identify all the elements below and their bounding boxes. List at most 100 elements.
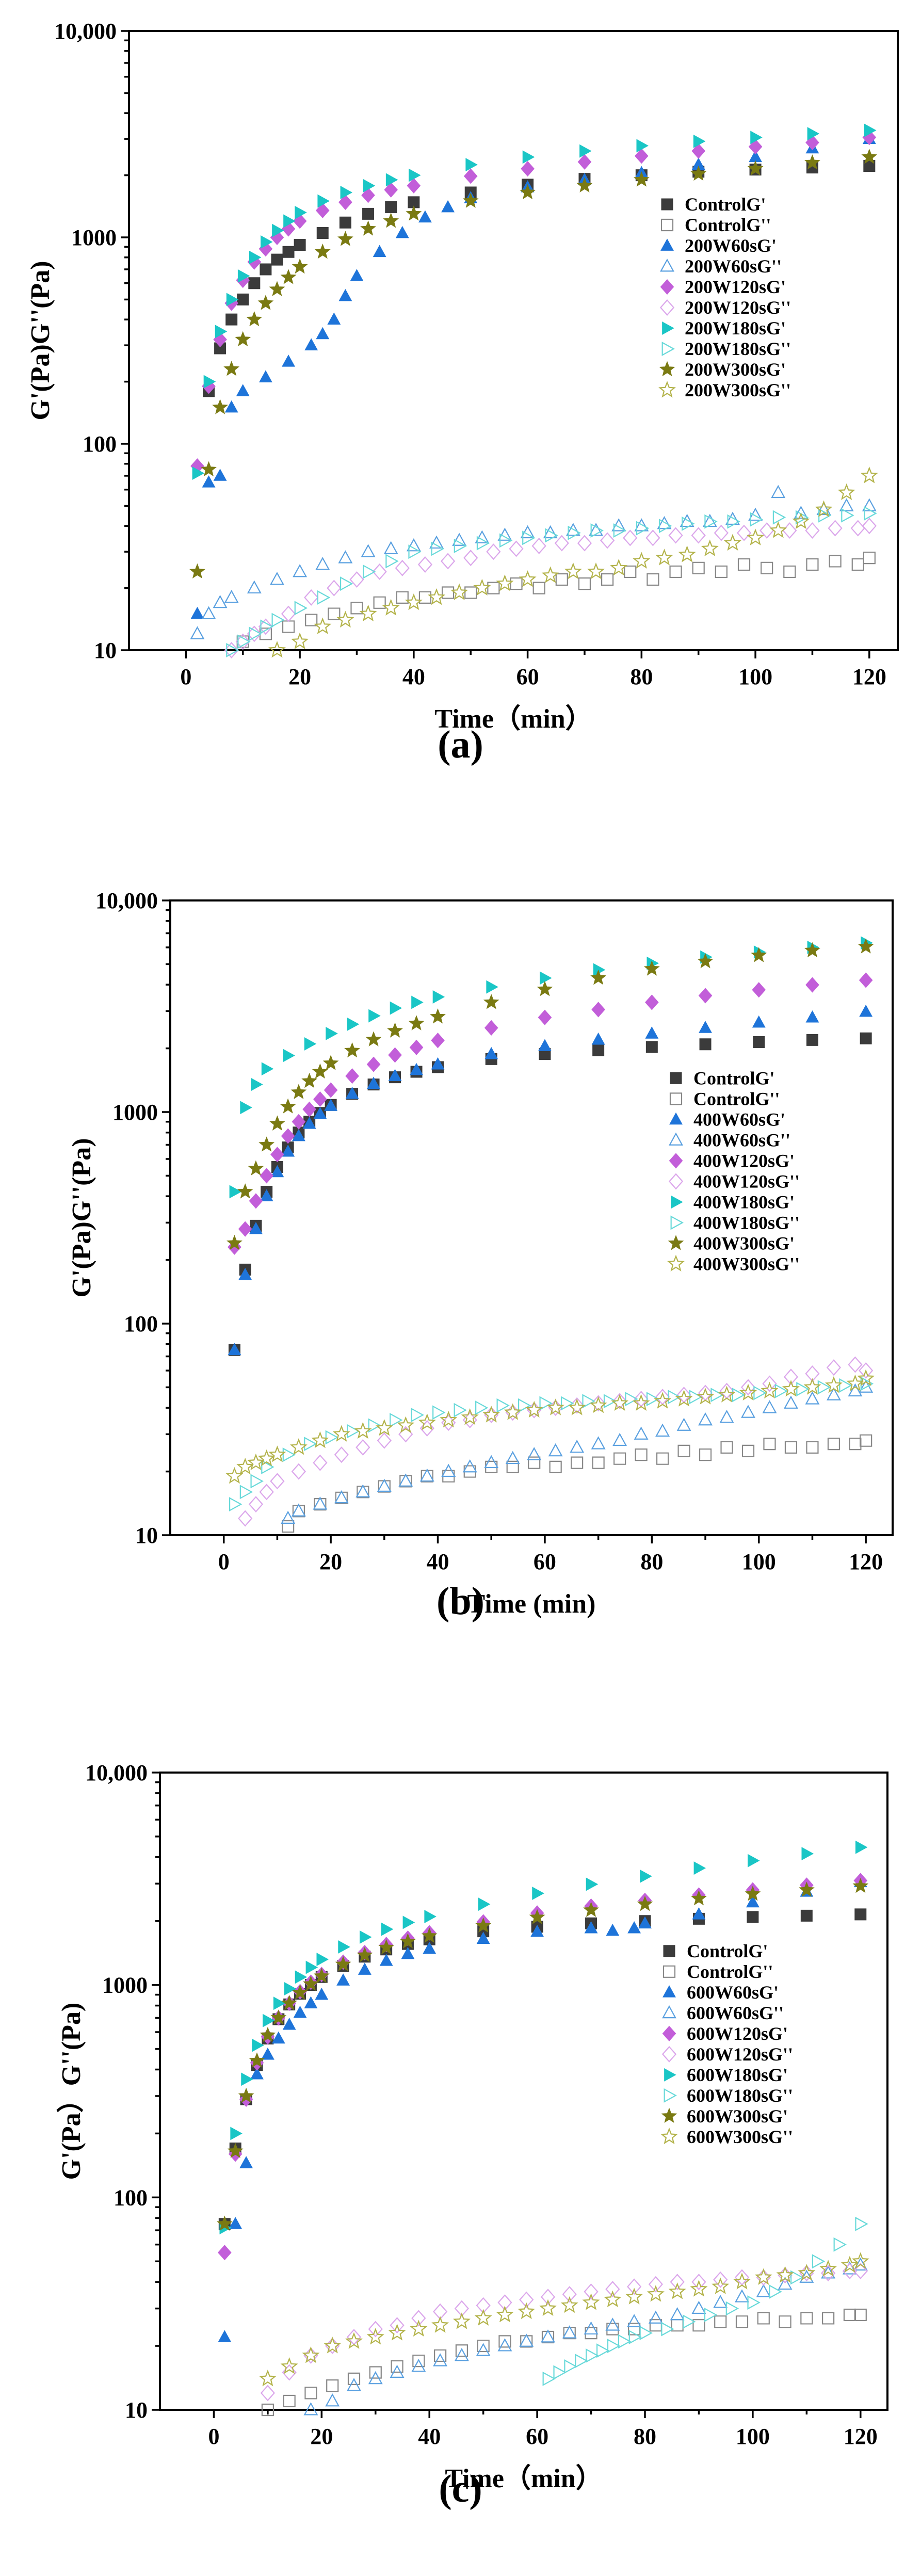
- data-point: [849, 1438, 862, 1451]
- x-tick-label: 0: [218, 1549, 230, 1574]
- data-point: [590, 523, 604, 538]
- legend-label: 600W60sG'': [687, 2003, 784, 2023]
- data-point: [540, 2289, 556, 2306]
- data-point: [430, 1008, 446, 1024]
- data-point: [363, 564, 376, 579]
- data-point: [257, 295, 274, 310]
- data-point: [612, 1432, 627, 1446]
- legend-marker: [669, 1132, 683, 1146]
- data-point: [397, 1416, 415, 1433]
- data-point: [260, 2385, 276, 2402]
- data-point: [282, 246, 295, 258]
- x-tick-label: 20: [310, 2424, 333, 2449]
- data-point: [368, 2371, 383, 2385]
- data-point: [798, 1881, 815, 1897]
- y-tick-label: 10,000: [85, 1760, 148, 1785]
- data-point: [292, 258, 308, 274]
- data-point: [657, 516, 672, 529]
- data-point: [798, 2264, 816, 2281]
- data-point: [734, 2269, 750, 2286]
- data-point: [304, 589, 319, 606]
- data-point: [796, 1382, 810, 1396]
- y-axis-title: G'(Pa)G''(Pa): [67, 1138, 96, 1297]
- data-point: [496, 1398, 510, 1413]
- data-point: [248, 1160, 264, 1176]
- data-point: [356, 1439, 370, 1456]
- data-point: [863, 552, 876, 565]
- data-point: [226, 1234, 243, 1250]
- data-point: [252, 2038, 264, 2052]
- data-point: [693, 134, 706, 148]
- data-point: [800, 1909, 813, 1922]
- legend-label: 600W300sG'': [687, 2127, 793, 2147]
- data-point: [519, 2291, 534, 2308]
- data-point: [464, 586, 477, 599]
- data-point: [334, 1446, 349, 1463]
- data-point: [440, 1411, 458, 1428]
- data-point: [260, 1168, 273, 1184]
- data-point: [314, 1498, 327, 1511]
- data-point: [678, 545, 696, 562]
- data-point: [654, 1392, 672, 1409]
- y-tick-label: 10,000: [95, 888, 158, 913]
- series-400w300sg--8: [226, 938, 874, 1250]
- data-point: [737, 558, 751, 571]
- x-tick-label: 60: [526, 2424, 548, 2449]
- x-tick-label: 60: [534, 1549, 556, 1574]
- data-point: [385, 554, 399, 569]
- data-point: [248, 1496, 264, 1513]
- data-point: [418, 210, 432, 223]
- data-point: [769, 2284, 782, 2299]
- data-point: [478, 1897, 491, 1911]
- data-point: [260, 619, 273, 634]
- data-point: [282, 620, 295, 633]
- data-point: [399, 1933, 416, 1949]
- data-point: [486, 980, 498, 994]
- x-tick-label: 80: [630, 664, 653, 689]
- data-point: [496, 2306, 514, 2323]
- data-point: [268, 1445, 286, 1462]
- data-point: [431, 1057, 445, 1070]
- data-point: [761, 1381, 779, 1399]
- data-point: [325, 1430, 339, 1445]
- data-point: [692, 2319, 705, 2332]
- data-point: [335, 1491, 348, 1504]
- legend-label: 600W180sG': [687, 2065, 788, 2085]
- data-point: [454, 2300, 470, 2317]
- plot-frame: [128, 30, 899, 651]
- data-point: [395, 226, 409, 238]
- data-point: [483, 994, 499, 1009]
- data-point: [636, 521, 650, 536]
- x-axis-title: Time (min): [467, 1589, 596, 1619]
- data-point: [610, 558, 628, 576]
- data-point: [247, 580, 262, 594]
- data-point: [805, 1010, 819, 1023]
- data-point: [860, 1032, 872, 1044]
- data-point: [258, 2369, 277, 2387]
- data-point: [806, 558, 819, 571]
- data-point: [778, 2276, 793, 2290]
- data-point: [645, 529, 660, 546]
- data-point: [485, 1460, 498, 1473]
- chart-c-svg: 0 20 40 60 80 100 120 10 100 1000 10,000 Time（min） G…: [56, 1760, 888, 2493]
- data-point: [611, 1394, 629, 1411]
- data-point: [769, 521, 787, 538]
- series-controlg--1: [261, 2308, 867, 2417]
- data-point: [820, 2265, 836, 2282]
- data-point: [349, 571, 364, 588]
- data-point: [509, 540, 524, 557]
- data-point: [860, 1434, 872, 1447]
- data-point: [589, 523, 604, 536]
- data-point: [853, 2263, 868, 2280]
- data-point: [280, 269, 297, 284]
- data-point: [454, 538, 467, 553]
- data-point: [292, 1984, 309, 2000]
- data-point: [548, 1443, 563, 1457]
- data-point: [697, 953, 714, 969]
- data-point: [591, 1436, 606, 1450]
- data-point: [692, 1907, 706, 1920]
- data-point: [418, 1413, 436, 1430]
- data-point: [497, 527, 512, 541]
- data-point: [340, 186, 353, 199]
- data-point: [499, 533, 513, 548]
